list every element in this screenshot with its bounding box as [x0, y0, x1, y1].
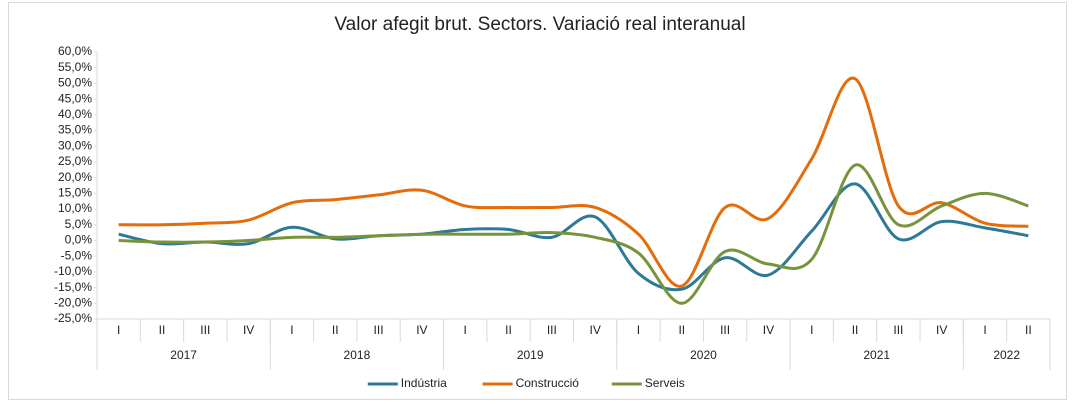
group-label: 2017 [170, 348, 197, 362]
y-tick-label: 15,0% [58, 186, 92, 200]
x-tick-label: II [1025, 323, 1032, 337]
x-tick-label: II [505, 323, 512, 337]
x-tick-label: II [159, 323, 166, 337]
y-tick-label: 50,0% [58, 76, 92, 90]
x-tick-label: IV [589, 323, 600, 337]
x-tick-label: IV [416, 323, 427, 337]
legend-label: Serveis [645, 376, 685, 390]
group-label: 2022 [993, 348, 1020, 362]
legend-label: Construcció [516, 376, 580, 390]
x-tick-label: III [547, 323, 557, 337]
y-tick-label: -20,0% [54, 295, 92, 309]
group-label: 2019 [517, 348, 544, 362]
y-tick-label: 5,0% [65, 217, 93, 231]
series-line [118, 76, 1029, 288]
x-tick-label: IV [763, 323, 774, 337]
x-tick-label: IV [936, 323, 947, 337]
legend-label: Indústria [401, 376, 447, 390]
x-tick-label: I [464, 323, 467, 337]
y-tick-label: 30,0% [58, 138, 92, 152]
y-tick-label: 40,0% [58, 107, 92, 121]
x-tick-label: III [200, 323, 210, 337]
x-tick-label: III [893, 323, 903, 337]
y-tick-label: -25,0% [54, 311, 92, 325]
x-tick-label: II [332, 323, 339, 337]
y-tick-label: -5,0% [61, 248, 93, 262]
x-tick-label: I [117, 323, 120, 337]
series-line [118, 163, 1029, 305]
x-tick-label: IV [243, 323, 254, 337]
y-tick-label: 55,0% [58, 60, 92, 74]
y-tick-label: -10,0% [54, 264, 92, 278]
y-tick-label: 10,0% [58, 201, 92, 215]
x-tick-label: II [852, 323, 859, 337]
x-tick-label: II [678, 323, 685, 337]
y-tick-label: 35,0% [58, 123, 92, 137]
y-tick-label: 60,0% [58, 44, 92, 58]
group-label: 2018 [344, 348, 371, 362]
chart-border [8, 2, 1067, 400]
y-tick-label: 20,0% [58, 170, 92, 184]
x-tick-label: III [374, 323, 384, 337]
x-tick-label: I [290, 323, 293, 337]
chart-title: Valor afegit brut. Sectors. Variació rea… [334, 14, 745, 35]
x-tick-label: I [637, 323, 640, 337]
group-label: 2021 [863, 348, 890, 362]
y-tick-label: 0,0% [65, 233, 93, 247]
y-tick-label: 25,0% [58, 154, 92, 168]
x-tick-label: III [720, 323, 730, 337]
y-tick-label: 45,0% [58, 91, 92, 105]
x-tick-label: I [810, 323, 813, 337]
y-tick-label: -15,0% [54, 280, 92, 294]
x-tick-label: I [983, 323, 986, 337]
group-label: 2020 [690, 348, 717, 362]
series-line [118, 182, 1029, 292]
